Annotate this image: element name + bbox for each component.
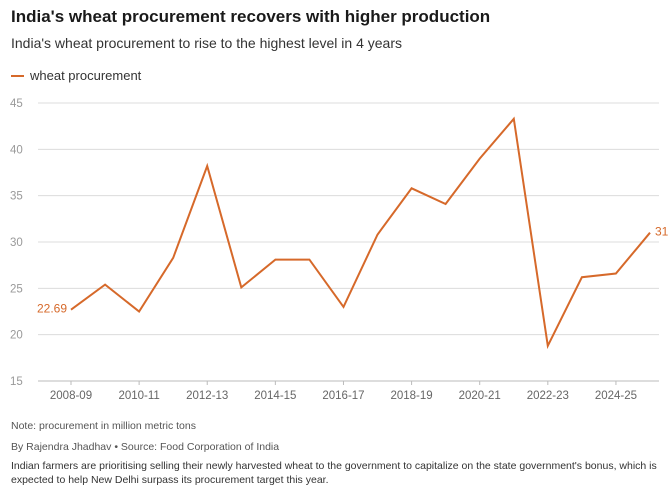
note: Note: procurement in million metric tons [11,420,196,432]
y-tick-label: 20 [10,330,23,342]
y-tick-label: 35 [10,191,23,203]
data-label: 22.69 [37,302,67,316]
x-tick-label: 2012-13 [186,390,228,402]
x-tick-label: 2018-19 [390,390,432,402]
chart-title: India's wheat procurement recovers with … [11,7,491,26]
byline: By Rajendra Jhadhav • Source: Food Corpo… [11,441,280,453]
x-tick-label: 2016-17 [322,390,364,402]
x-tick-label: 2020-21 [459,390,501,402]
legend-label: wheat procurement [30,68,142,83]
y-tick-label: 45 [10,98,23,110]
chart-subtitle: India's wheat procurement to rise to the… [11,35,402,51]
x-tick-label: 2024-25 [595,390,637,402]
legend-swatch [11,74,24,77]
y-tick-label: 30 [10,237,23,249]
y-tick-label: 15 [10,376,23,388]
series-line [70,116,651,350]
x-tick-label: 2022-23 [527,390,569,402]
x-tick-label: 2008-09 [50,390,92,402]
y-tick-label: 25 [10,283,23,295]
line-chart: 15 20 25 30 35 40 45 2008-09 2010-11 2012-13 2014-… [10,98,669,402]
legend: wheat procurement [11,68,141,83]
x-tick-label: 2014-15 [254,390,296,402]
caption: Indian farmers are prioritising selling … [11,460,657,486]
x-tick-label: 2010-11 [118,390,159,402]
y-tick-label: 40 [10,144,23,156]
data-label: 31 [655,225,669,239]
